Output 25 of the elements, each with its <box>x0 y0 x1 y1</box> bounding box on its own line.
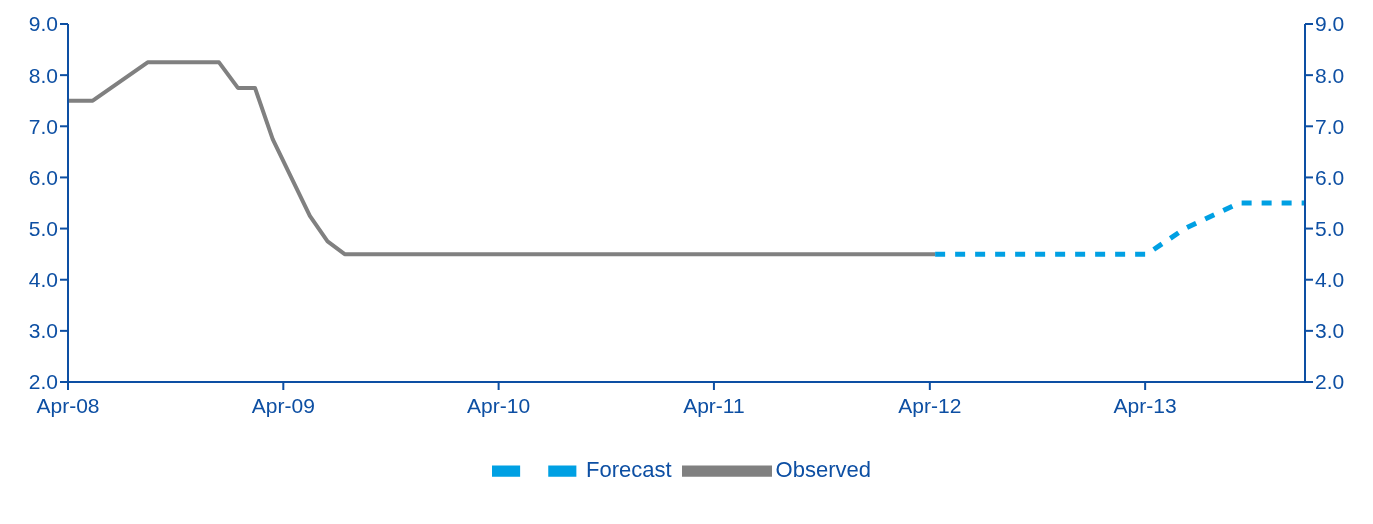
y2-tick-label: 5.0 <box>1315 217 1345 241</box>
x-tick-label: Apr-13 <box>1113 393 1177 417</box>
y-tick-label: 9.0 <box>28 12 58 36</box>
x-tick-label: Apr-08 <box>36 393 100 417</box>
y-tick-label: 5.0 <box>28 217 58 241</box>
y2-tick-label: 6.0 <box>1315 165 1345 189</box>
y-tick-label: 7.0 <box>28 114 58 138</box>
y-tick-label: 3.0 <box>28 319 58 343</box>
y-tick-label: 2.0 <box>28 370 58 394</box>
y2-tick-label: 8.0 <box>1315 63 1345 87</box>
y-tick-label: 8.0 <box>28 63 58 87</box>
x-tick-label: Apr-10 <box>467 393 531 417</box>
y2-tick-label: 2.0 <box>1315 370 1345 394</box>
x-tick-label: Apr-09 <box>251 393 315 417</box>
legend-label: Forecast <box>586 456 672 482</box>
y2-tick-label: 7.0 <box>1315 114 1345 138</box>
y2-tick-label: 3.0 <box>1315 319 1345 343</box>
y2-tick-label: 9.0 <box>1315 12 1345 36</box>
y-tick-label: 6.0 <box>28 165 58 189</box>
y2-tick-label: 4.0 <box>1315 268 1345 292</box>
legend-label: Observed <box>775 456 871 482</box>
line-series <box>68 60 938 257</box>
x-tick-label: Apr-11 <box>683 393 745 417</box>
x-tick-label: Apr-12 <box>898 393 962 417</box>
y-tick-label: 4.0 <box>28 268 58 292</box>
